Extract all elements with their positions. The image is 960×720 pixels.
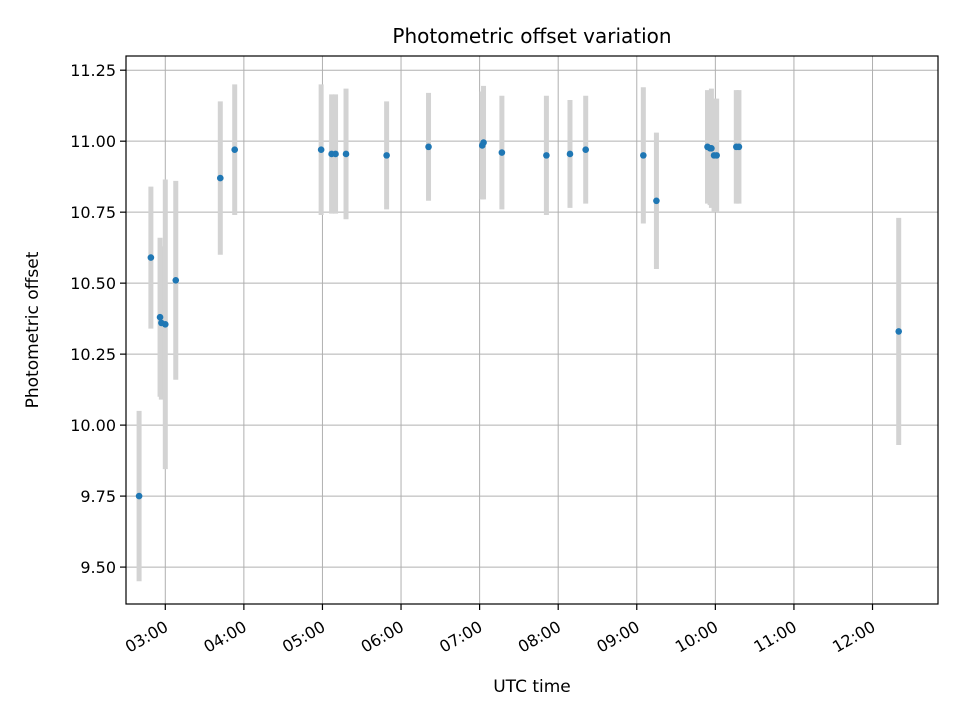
data-point	[653, 197, 660, 205]
data-point	[582, 146, 589, 153]
y-axis-label: Photometric offset	[23, 251, 43, 408]
x-tick-label: 11:00	[751, 617, 800, 657]
data-point	[425, 143, 432, 151]
data-point	[161, 321, 169, 328]
x-tick-label: 06:00	[358, 617, 407, 657]
data-point	[156, 313, 164, 321]
x-axis-ticks: 03:00 04:00 05:00 06:00 07:00 08:00 09:00 10:00…	[122, 604, 879, 657]
x-tick-label: 07:00	[436, 617, 485, 657]
y-tick-label: 10.75	[70, 203, 116, 222]
x-axis-label: UTC time	[493, 677, 571, 697]
y-tick-label: 9.75	[80, 487, 116, 506]
data-point	[332, 150, 339, 158]
x-tick-label: 12:00	[829, 617, 878, 657]
data-point	[543, 152, 550, 159]
data-point	[172, 277, 180, 284]
chart-title: Photometric offset variation	[392, 24, 671, 48]
x-tick-label: 08:00	[515, 617, 564, 657]
data-point	[135, 492, 143, 500]
x-tick-label: 09:00	[593, 617, 642, 657]
x-tick-label: 10:00	[672, 617, 721, 657]
data-point	[147, 254, 155, 261]
y-tick-label: 11.25	[70, 61, 116, 80]
data-point	[480, 139, 487, 146]
marker-layer	[135, 139, 903, 500]
x-tick-label: 03:00	[122, 617, 171, 657]
data-point	[566, 150, 574, 158]
x-tick-label: 04:00	[200, 617, 249, 657]
x-tick-label: 05:00	[279, 617, 328, 657]
y-tick-label: 10.25	[70, 345, 116, 364]
data-point	[383, 152, 390, 159]
data-point	[216, 174, 224, 182]
y-tick-label: 10.00	[70, 416, 116, 435]
data-point	[342, 150, 350, 158]
data-point	[640, 152, 647, 159]
data-point	[231, 146, 239, 153]
y-tick-label: 11.00	[70, 132, 116, 151]
data-point	[895, 328, 903, 335]
plot-frame	[125, 55, 939, 605]
y-tick-label: 10.50	[70, 274, 116, 293]
data-point	[735, 143, 743, 151]
data-point	[498, 149, 506, 156]
y-tick-label: 9.50	[80, 558, 116, 577]
y-axis-ticks: 9.50 9.75 10.00 10.25 10.50 10.75 11.00 11.25	[70, 61, 126, 577]
data-point	[708, 144, 715, 152]
data-point	[713, 152, 720, 159]
plot-background	[126, 56, 938, 604]
data-point	[317, 146, 325, 153]
